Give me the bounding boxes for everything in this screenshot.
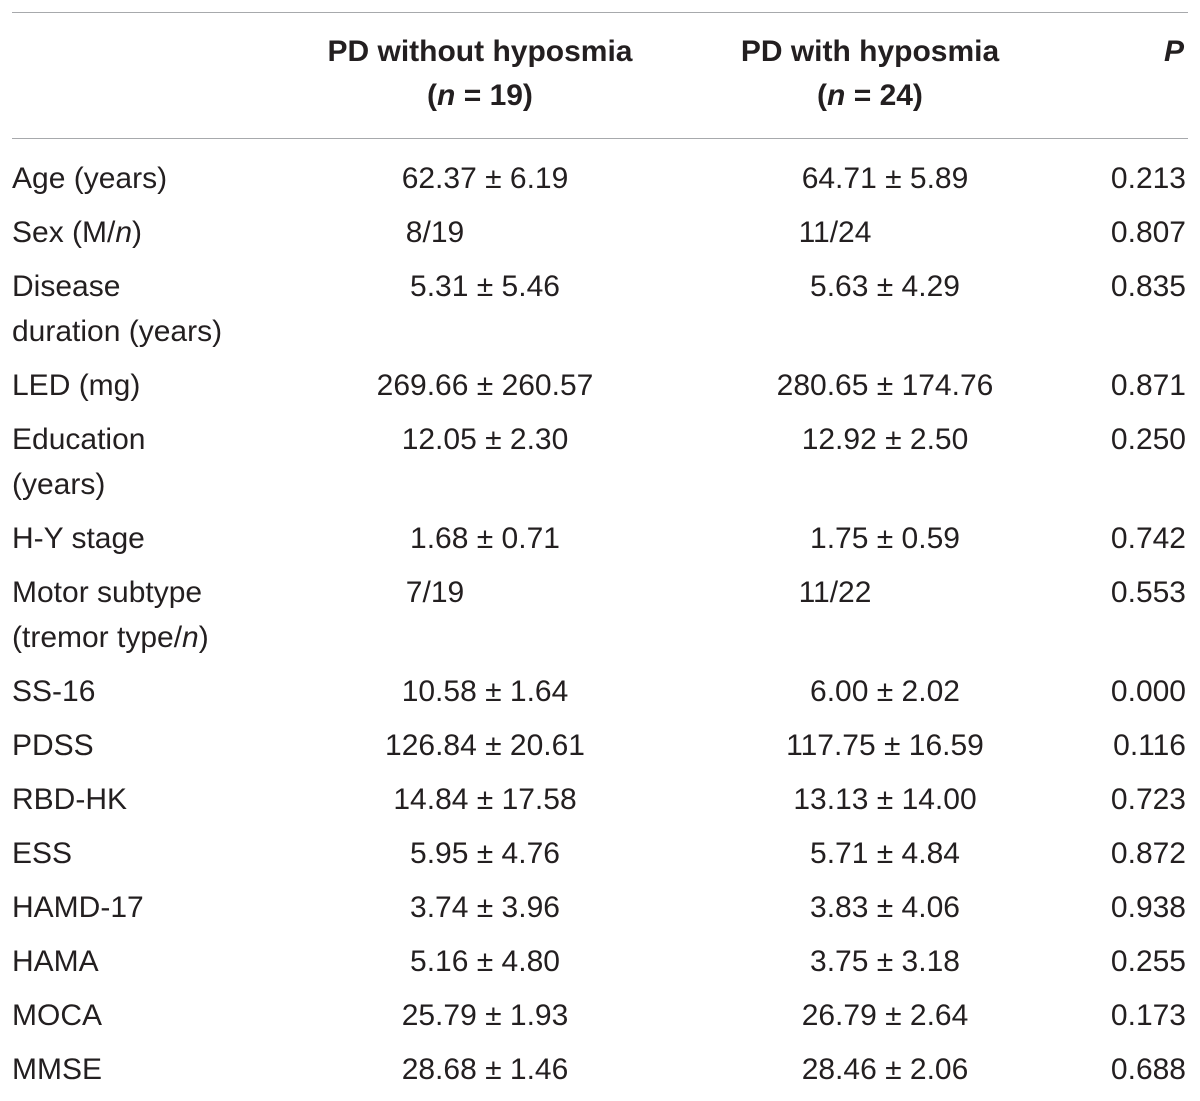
table-row: PDSS 126.84 ± 20.61 117.75 ± 16.59 0.116 — [0, 723, 1200, 777]
row-label: MOCA — [12, 999, 102, 1032]
cell-with-hyposmia: 3.75 ± 3.18 — [810, 945, 960, 978]
cell-p-value: 0.250 — [1110, 423, 1186, 456]
cell-with-hyposmia: 12.92 ± 2.50 — [801, 423, 969, 456]
cell-without-hyposmia: 8/19 — [405, 216, 465, 249]
cell-without-hyposmia: 269.66 ± 260.57 — [376, 369, 594, 402]
cell-without-hyposmia: 7/19 — [405, 576, 465, 609]
header-pd-without-hyposmia: PD without hyposmia (n = 19) — [260, 30, 700, 118]
cell-with-hyposmia: 13.13 ± 14.00 — [793, 783, 977, 816]
row-label: Education (years) — [12, 423, 146, 501]
cell-p-value: 0.173 — [1110, 999, 1186, 1032]
cell-with-hyposmia: 5.63 ± 4.29 — [810, 270, 960, 303]
cell-p-value: 0.000 — [1110, 675, 1186, 708]
cell-without-hyposmia: 25.79 ± 1.93 — [401, 999, 569, 1032]
row-label: SS-16 — [12, 675, 96, 708]
row-label: PDSS — [12, 729, 94, 762]
row-label: Age (years) — [12, 162, 168, 195]
cell-p-value: 0.213 — [1110, 162, 1186, 195]
cell-with-hyposmia: 64.71 ± 5.89 — [801, 162, 969, 195]
table-row: Education (years) 12.05 ± 2.30 12.92 ± 2.… — [0, 417, 1200, 516]
cell-p-value: 0.807 — [1110, 216, 1186, 249]
table-body: Age (years) 62.37 ± 6.19 64.71 ± 5.89 0.… — [0, 156, 1200, 1101]
table-row: Sex (M/n) 8/19 11/24 0.807 — [0, 210, 1200, 264]
table-row: HAMD-17 3.74 ± 3.96 3.83 ± 4.06 0.938 — [0, 885, 1200, 939]
header-pd-with-hyposmia: PD with hyposmia (n = 24) — [680, 30, 1060, 118]
row-label: Disease duration (years) — [12, 270, 223, 348]
cell-p-value: 0.871 — [1110, 369, 1186, 402]
cell-p-value: 0.255 — [1110, 945, 1186, 978]
table-row: MOCA 25.79 ± 1.93 26.79 ± 2.64 0.173 — [0, 993, 1200, 1047]
header-col2-title: PD with hyposmia — [740, 35, 1000, 68]
row-label: H-Y stage — [12, 522, 145, 555]
cell-without-hyposmia: 5.31 ± 5.46 — [410, 270, 560, 303]
cell-p-value: 0.116 — [1113, 729, 1186, 762]
cell-with-hyposmia: 117.75 ± 16.59 — [786, 729, 984, 762]
row-label: RBD-HK — [12, 783, 128, 816]
cell-without-hyposmia: 126.84 ± 20.61 — [385, 729, 585, 762]
cell-with-hyposmia: 5.71 ± 4.84 — [810, 837, 960, 870]
cell-without-hyposmia: 5.16 ± 4.80 — [410, 945, 560, 978]
table-row: HAMA 5.16 ± 4.80 3.75 ± 3.18 0.255 — [0, 939, 1200, 993]
cell-with-hyposmia: 6.00 ± 2.02 — [810, 675, 960, 708]
cell-without-hyposmia: 12.05 ± 2.30 — [401, 423, 569, 456]
row-label: ESS — [12, 837, 73, 870]
cell-without-hyposmia: 14.84 ± 17.58 — [393, 783, 577, 816]
row-label: LED (mg) — [12, 369, 141, 402]
table-row: Age (years) 62.37 ± 6.19 64.71 ± 5.89 0.… — [0, 156, 1200, 210]
table-row: RBD-HK 14.84 ± 17.58 13.13 ± 14.00 0.723 — [0, 777, 1200, 831]
table-row: LED (mg) 269.66 ± 260.57 280.65 ± 174.76… — [0, 363, 1200, 417]
table-row: MMSE 28.68 ± 1.46 28.46 ± 2.06 0.688 — [0, 1047, 1200, 1101]
header-rule — [12, 138, 1188, 139]
header-col1-n: (n = 19) — [427, 79, 533, 112]
cell-p-value: 0.938 — [1110, 891, 1186, 924]
cell-without-hyposmia: 1.68 ± 0.71 — [410, 522, 560, 555]
cell-with-hyposmia: 11/24 — [798, 216, 872, 249]
cell-p-value: 0.553 — [1110, 576, 1186, 609]
table-row: SS-16 10.58 ± 1.64 6.00 ± 2.02 0.000 — [0, 669, 1200, 723]
cell-p-value: 0.723 — [1110, 783, 1186, 816]
cell-without-hyposmia: 5.95 ± 4.76 — [410, 837, 560, 870]
cell-p-value: 0.835 — [1110, 270, 1186, 303]
header-col2-n: (n = 24) — [817, 79, 923, 112]
cell-without-hyposmia: 28.68 ± 1.46 — [401, 1053, 569, 1086]
row-label: Sex (M/n) — [12, 216, 143, 249]
cell-with-hyposmia: 1.75 ± 0.59 — [810, 522, 960, 555]
row-label: Motor subtype (tremor type/n) — [12, 576, 209, 654]
top-rule — [12, 12, 1188, 13]
row-label: HAMD-17 — [12, 891, 144, 924]
cell-without-hyposmia: 62.37 ± 6.19 — [401, 162, 569, 195]
cell-p-value: 0.688 — [1110, 1053, 1186, 1086]
table-row: H-Y stage 1.68 ± 0.71 1.75 ± 0.59 0.742 — [0, 516, 1200, 570]
cell-with-hyposmia: 3.83 ± 4.06 — [810, 891, 960, 924]
table-row: Disease duration (years) 5.31 ± 5.46 5.63… — [0, 264, 1200, 363]
row-label: HAMA — [12, 945, 99, 978]
cell-without-hyposmia: 10.58 ± 1.64 — [401, 675, 569, 708]
row-label: MMSE — [12, 1053, 102, 1086]
header-p-value: P — [1163, 35, 1184, 68]
cell-with-hyposmia: 280.65 ± 174.76 — [776, 369, 994, 402]
header-col1-title: PD without hyposmia — [327, 35, 633, 68]
cell-p-value: 0.872 — [1110, 837, 1186, 870]
cell-with-hyposmia: 28.46 ± 2.06 — [801, 1053, 969, 1086]
table-row: ESS 5.95 ± 4.76 5.71 ± 4.84 0.872 — [0, 831, 1200, 885]
cell-with-hyposmia: 26.79 ± 2.64 — [801, 999, 969, 1032]
table-header: PD without hyposmia (n = 19) PD with hyp… — [0, 30, 1200, 130]
cell-with-hyposmia: 11/22 — [798, 576, 872, 609]
cell-p-value: 0.742 — [1110, 522, 1186, 555]
cell-without-hyposmia: 3.74 ± 3.96 — [410, 891, 560, 924]
table-row: Motor subtype (tremor type/n) 7/19 11/22 … — [0, 570, 1200, 669]
